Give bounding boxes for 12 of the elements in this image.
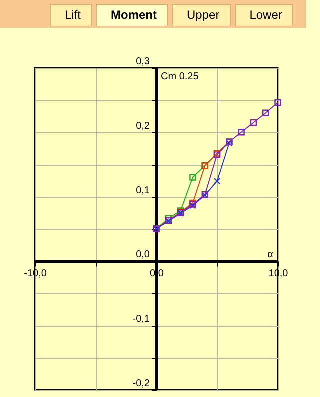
x-axis-title: α xyxy=(268,250,274,261)
y-tick-label: 0,1 xyxy=(136,185,150,196)
text: Lift xyxy=(50,4,92,26)
y-tick-label: -0,1 xyxy=(132,314,150,326)
y-tick-label: -0,2 xyxy=(132,378,150,390)
y-tick-label: 0,2 xyxy=(136,120,150,132)
y-axis-title: Cm 0.25 xyxy=(161,72,200,82)
text: Upper xyxy=(172,4,231,26)
y-tick-label: 0,3 xyxy=(136,56,150,68)
text: Lower xyxy=(234,4,294,26)
text: Moment xyxy=(96,4,168,26)
y-tick-label: 0,0 xyxy=(136,250,150,261)
